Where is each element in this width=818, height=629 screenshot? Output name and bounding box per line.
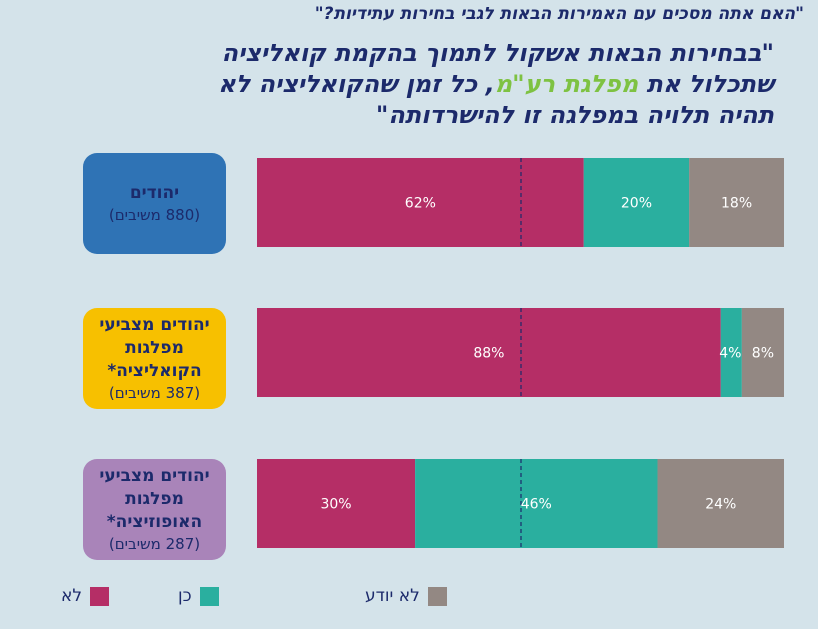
group-title-line: מפלגות — [125, 489, 184, 509]
bar-segment-dont-know-2 — [657, 459, 784, 548]
group-respondents-opposition: (287 משיבים) — [108, 535, 201, 553]
group-title-opposition: יהודים מצביעי מפלגות האופוזיציה* — [99, 465, 209, 534]
legend-item-dont-know: לא יודע — [365, 585, 447, 607]
data-label-no-0: 62% — [405, 196, 436, 212]
data-label-no-2: 30% — [320, 497, 351, 513]
group-box-jews: יהודים (880 משיבים) — [83, 153, 226, 254]
legend-label-yes: כן — [178, 586, 192, 606]
data-label-no-1: 88% — [473, 346, 504, 362]
statement-line-1: "בבחירות הבאות אשקול לתמוך בהקמת קואליצי… — [221, 39, 774, 67]
bar-segment-yes-2 — [415, 459, 658, 548]
group-respondents-jews: (880 משיבים) — [108, 206, 201, 224]
bar-segment-no-0 — [257, 158, 584, 247]
statement-highlight-party: מפלגת רע"מ — [494, 70, 639, 98]
statement-line-2-end: , כל זמן שהקואליציה לא — [218, 70, 495, 98]
group-box-coalition: יהודים מצביעי מפלגות הקואליציה* (387 משי… — [83, 308, 226, 409]
data-label-dont-know-0: 18% — [721, 196, 752, 212]
group-title-line: יהודים מצביעי — [99, 466, 210, 486]
group-box-opposition: יהודים מצביעי מפלגות האופוזיציה* (287 מש… — [83, 459, 226, 560]
bar-segment-yes-1 — [720, 308, 742, 397]
legend-label-dont-know: לא יודע — [365, 586, 420, 606]
group-title-coalition: יהודים מצביעי מפלגות הקואליציה* — [99, 314, 209, 383]
data-label-yes-2: 46% — [521, 497, 552, 513]
group-title-line: הקואליציה* — [107, 361, 202, 381]
legend-item-yes: כן — [178, 585, 219, 607]
legend-swatch-dont-know — [427, 586, 447, 606]
group-title-jews: יהודים — [130, 182, 179, 205]
group-title-line: יהודים — [129, 183, 180, 203]
survey-question: "האם אתה מסכים עם האמירות הבאות לגבי בחי… — [314, 4, 804, 24]
statement-line-3: תהיה תלויה במפלגה זו להישרדותה" — [375, 101, 774, 129]
group-title-line: יהודים מצביעי — [99, 315, 210, 335]
statement-line-2: שתכלול את מפלגת רע"מ, כל זמן שהקואליציה … — [218, 69, 774, 100]
data-label-dont-know-1: 8% — [752, 346, 774, 362]
statement-line-2-start: שתכלול את — [638, 70, 774, 98]
data-label-yes-1: 4% — [719, 346, 741, 362]
data-label-yes-0: 20% — [621, 196, 652, 212]
legend-item-no: לא — [61, 585, 110, 607]
legend-swatch-yes — [199, 586, 219, 606]
group-respondents-coalition: (387 משיבים) — [108, 384, 201, 402]
statement-text: "בבחירות הבאות אשקול לתמוך בהקמת קואליצי… — [218, 38, 774, 131]
bar-segment-dont-know-1 — [741, 308, 784, 397]
group-title-line: מפלגות — [125, 338, 184, 358]
legend-label-no: לא — [61, 586, 83, 606]
legend-swatch-no — [90, 586, 110, 606]
bar-segment-no-1 — [257, 308, 721, 397]
data-label-dont-know-2: 24% — [705, 497, 736, 513]
bar-segment-no-2 — [257, 459, 416, 548]
bar-segment-yes-0 — [583, 158, 690, 247]
bar-segment-dont-know-0 — [689, 158, 784, 247]
group-title-line: האופוזיציה* — [106, 512, 203, 532]
